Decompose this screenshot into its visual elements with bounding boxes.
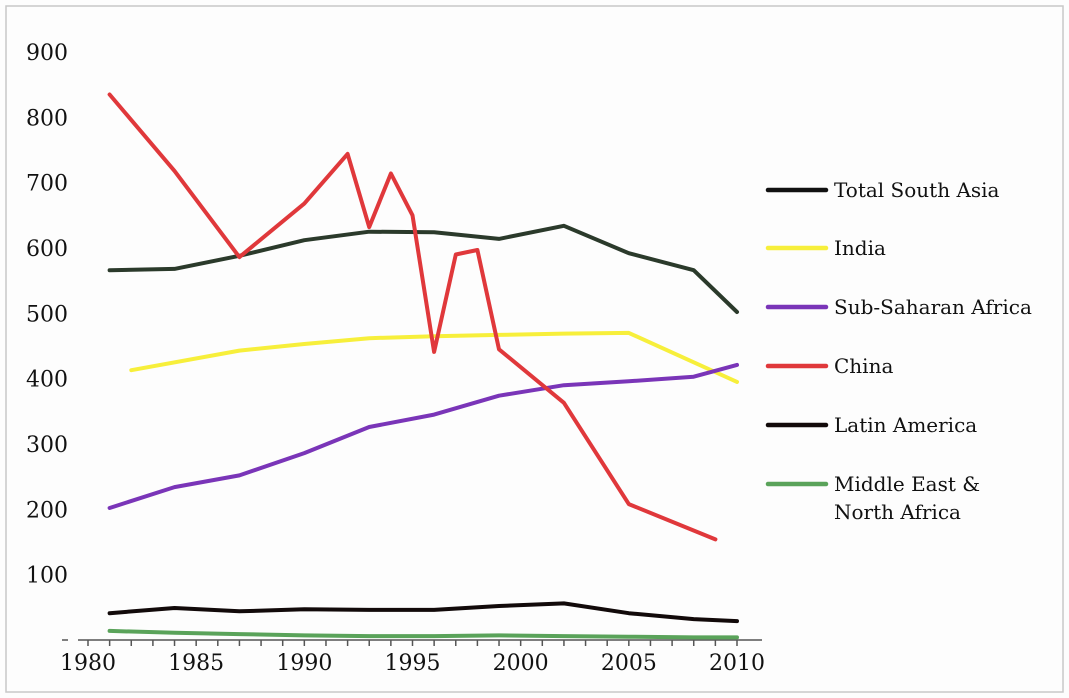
y-tick-label-900: 900 <box>26 41 68 66</box>
x-tick-label-2000: 2000 <box>493 651 549 676</box>
x-tick-label-1990: 1990 <box>276 651 332 676</box>
y-tick-label-700: 700 <box>26 172 68 197</box>
series-line-sub-saharan-africa <box>107 362 739 510</box>
x-tick-label-2010: 2010 <box>709 651 765 676</box>
legend-label-latin-america: Latin America <box>834 413 977 437</box>
legend: Total South Asia India Sub-Saharan Africa C… <box>765 178 1032 524</box>
legend-label-middle-east-and-north-africa: Middle East & <box>834 472 980 496</box>
chart-frame <box>5 5 1064 693</box>
y-tick-label-100: 100 <box>26 564 68 589</box>
series-line-latin-america <box>107 601 739 624</box>
x-tick-label-1985: 1985 <box>168 651 224 676</box>
x-tick-label-1980: 1980 <box>60 651 116 676</box>
legend-label-india: India <box>834 236 886 260</box>
legend-label-total-south-asia: Total South Asia <box>834 178 1000 202</box>
series-line-middle-east-and-north-africa <box>107 628 739 640</box>
series-line-total-south-asia <box>107 223 739 314</box>
y-tick-label-200: 200 <box>26 498 68 523</box>
legend-label-sub-saharan-africa: Sub-Saharan Africa <box>834 295 1032 319</box>
y-axis: 100 200 300 400 500 600 700 800 900 <box>26 41 68 641</box>
x-tick-label-1995: 1995 <box>385 651 441 676</box>
y-tick-label-500: 500 <box>26 302 68 327</box>
series-line-china <box>107 92 718 542</box>
x-tick-label-2005: 2005 <box>601 651 657 676</box>
series-layer <box>107 92 739 640</box>
y-tick-label-300: 300 <box>26 433 68 458</box>
y-tick-label-800: 800 <box>26 106 68 131</box>
y-tick-label-600: 600 <box>26 237 68 262</box>
series-line-india <box>129 330 739 384</box>
legend-label-china: China <box>834 354 893 378</box>
legend-label-middle-east-and-north-africa: North Africa <box>834 500 961 524</box>
x-axis: 1980 1985 1990 1995 2000 2005 2010 <box>60 639 765 676</box>
y-tick-label-400: 400 <box>26 368 68 393</box>
